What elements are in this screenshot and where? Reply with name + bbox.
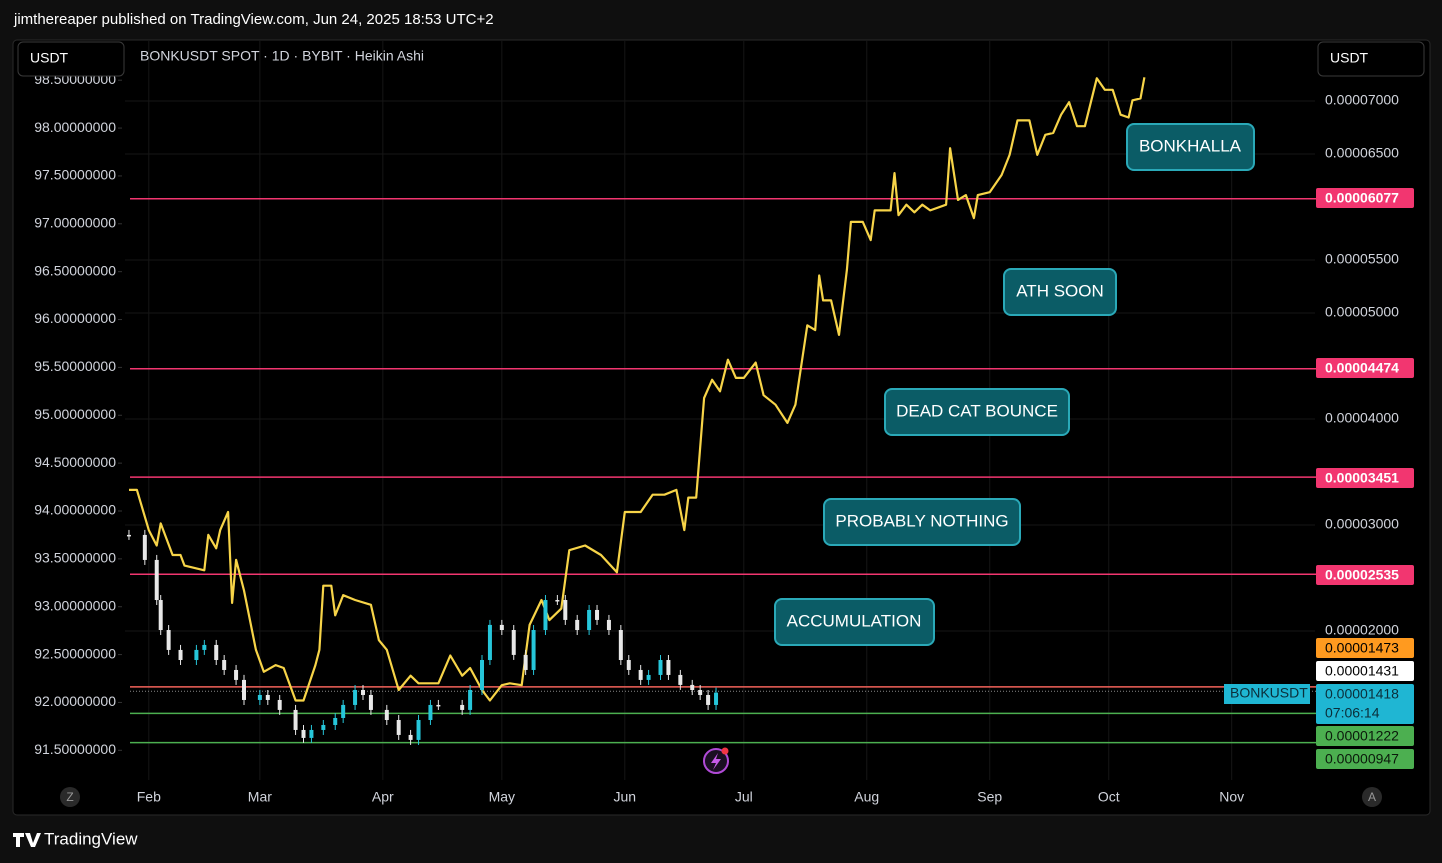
x-tick-label: Nov bbox=[1219, 789, 1244, 805]
x-tick-label: Aug bbox=[854, 789, 879, 805]
z-label[interactable]: Z bbox=[66, 790, 73, 804]
x-tick-label: Sep bbox=[977, 789, 1002, 805]
level-marker-label: 0.00002535 bbox=[1325, 567, 1399, 583]
level-marker bbox=[1316, 726, 1414, 746]
level-marker bbox=[1316, 565, 1414, 585]
y-tick-label: 92.50000000 bbox=[34, 645, 116, 661]
symbol-tag-label: BONKUSDT bbox=[1230, 685, 1308, 701]
annotation: ACCUMULATION bbox=[774, 598, 935, 646]
chart-title: BONKUSDT SPOT · 1D · BYBIT · Heikin Ashi bbox=[140, 48, 424, 64]
y-tick-label: 98.00000000 bbox=[34, 119, 116, 135]
x-tick-label: May bbox=[489, 789, 515, 805]
y-tick-label: 97.00000000 bbox=[34, 215, 116, 231]
annotation: PROBABLY NOTHING bbox=[823, 498, 1021, 546]
x-tick-label: Jun bbox=[614, 789, 637, 805]
alert-bolt bbox=[711, 753, 721, 770]
annotation: BONKHALLA bbox=[1126, 123, 1255, 171]
left-unit[interactable]: USDT bbox=[30, 50, 69, 66]
a-label[interactable]: A bbox=[1368, 790, 1376, 804]
y2-tick-label: 0.00007000 bbox=[1325, 92, 1399, 108]
y-tick-label: 93.00000000 bbox=[34, 597, 116, 613]
level-marker-label: 0.00000947 bbox=[1325, 751, 1399, 767]
x-tick-label: Feb bbox=[137, 789, 161, 805]
annotation-text: DEAD CAT BOUNCE bbox=[896, 401, 1058, 420]
level-marker bbox=[1316, 358, 1414, 378]
y-tick-label: 95.50000000 bbox=[34, 358, 116, 374]
y-tick-label: 94.50000000 bbox=[34, 454, 116, 470]
y-tick-label: 97.50000000 bbox=[34, 167, 116, 183]
annotation-text: PROBABLY NOTHING bbox=[835, 511, 1008, 530]
annotation-text: ACCUMULATION bbox=[787, 611, 922, 630]
annotation: DEAD CAT BOUNCE bbox=[884, 388, 1070, 436]
y-tick-label: 93.50000000 bbox=[34, 550, 116, 566]
y-tick-label: 96.50000000 bbox=[34, 262, 116, 278]
level-marker bbox=[1316, 188, 1414, 208]
y2-tick-label: 0.00002000 bbox=[1325, 622, 1399, 638]
level-marker-label: 0.00001473 bbox=[1325, 640, 1399, 656]
a-button[interactable] bbox=[1362, 787, 1382, 807]
level-marker bbox=[1316, 638, 1414, 658]
plot: Feb Mar Apr May Jun Jul Aug Sep Oct Nov 0.00007000… bbox=[34, 40, 1399, 805]
x-tick-label: Mar bbox=[248, 789, 272, 805]
y-tick-label: 96.00000000 bbox=[34, 310, 116, 326]
level-marker-label: 0.00001222 bbox=[1325, 728, 1399, 744]
z-button[interactable] bbox=[60, 787, 80, 807]
level-marker bbox=[1316, 661, 1414, 681]
header: jimthereaper published on TradingView.co… bbox=[13, 11, 494, 28]
level-marker-label: 0.00001431 bbox=[1325, 663, 1399, 679]
x-tick-label: Apr bbox=[372, 789, 394, 805]
line-series bbox=[129, 77, 1146, 702]
brand: TradingView bbox=[44, 829, 138, 848]
alert-dot bbox=[721, 747, 729, 755]
annotation-text: BONKHALLA bbox=[1139, 136, 1242, 155]
x-tick-label: Jul bbox=[735, 789, 753, 805]
y2-tick-label: 0.00003000 bbox=[1325, 516, 1399, 532]
brand-logo bbox=[13, 833, 41, 847]
y2-tick-label: 0.00006500 bbox=[1325, 145, 1399, 161]
right-unit-button[interactable] bbox=[1317, 41, 1425, 77]
current-price-marker bbox=[1316, 684, 1414, 724]
level-marker-label: 0.00004474 bbox=[1325, 360, 1399, 376]
left-unit-button[interactable] bbox=[17, 41, 125, 77]
symbol-tag bbox=[1224, 684, 1310, 704]
level-marker bbox=[1316, 749, 1414, 769]
y-tick-label: 95.00000000 bbox=[34, 406, 116, 422]
y-tick-label: 94.00000000 bbox=[34, 502, 116, 518]
bar-countdown: 07:06:14 bbox=[1325, 705, 1380, 721]
y2-tick-label: 0.00004000 bbox=[1325, 410, 1399, 426]
chart-pane bbox=[12, 39, 1431, 816]
level-marker-label: 0.00003451 bbox=[1325, 470, 1399, 486]
y-tick-label: 92.00000000 bbox=[34, 693, 116, 709]
right-unit[interactable]: USDT bbox=[1330, 50, 1369, 66]
x-tick-label: Oct bbox=[1098, 789, 1120, 805]
level-marker bbox=[1316, 468, 1414, 488]
annotation-text: ATH SOON bbox=[1016, 281, 1104, 300]
y2-tick-label: 0.00005000 bbox=[1325, 304, 1399, 320]
current-price: 0.00001418 bbox=[1325, 686, 1399, 702]
y-tick-label: 91.50000000 bbox=[34, 741, 116, 757]
y2-tick-label: 0.00005500 bbox=[1325, 251, 1399, 267]
annotation: ATH SOON bbox=[1003, 268, 1117, 316]
level-marker-label: 0.00006077 bbox=[1325, 190, 1399, 206]
